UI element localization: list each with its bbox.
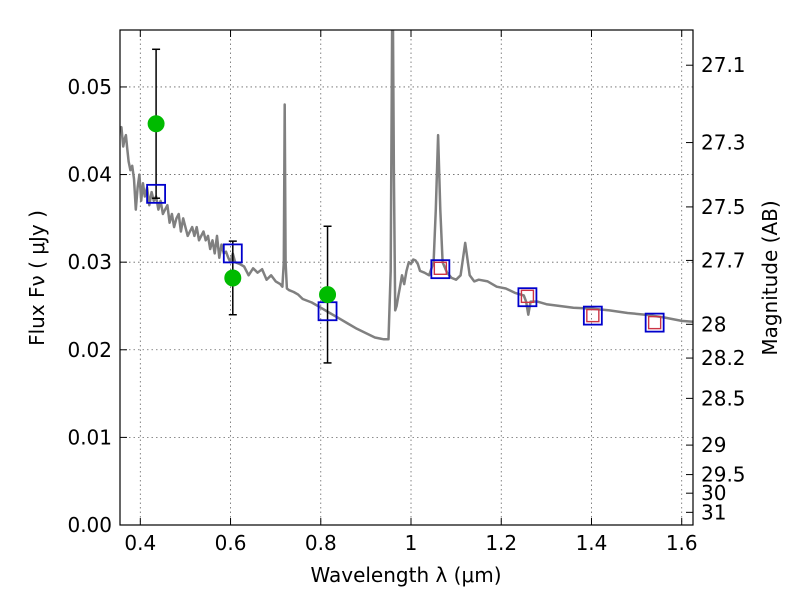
x-tick-label: 1.6 xyxy=(666,531,698,555)
y-tick-label: 0.02 xyxy=(67,338,112,362)
axes: 0.4 0.6 0.8 1 1.2 1.4 1.6 0.00 0.01 0.02 0.03 0.04 0… xyxy=(67,29,746,555)
red-photometry-square xyxy=(520,289,535,304)
mag-tick-label: 27.5 xyxy=(701,195,746,219)
x-tick-label: 0.8 xyxy=(305,531,337,555)
red-photometry-square xyxy=(586,308,600,323)
mag-tick-label: 27.3 xyxy=(701,131,746,155)
observed-flux-point xyxy=(147,115,165,133)
y-tick-label: 0.00 xyxy=(67,513,112,537)
y-axis-label: Flux Fν ( μJy ) xyxy=(25,210,49,346)
plot-frame xyxy=(119,29,694,526)
red-photometry-square xyxy=(433,261,448,276)
y-tick-label: 0.04 xyxy=(67,163,112,187)
mag-tick-label: 27.7 xyxy=(701,248,746,272)
mag-tick-label: 28.5 xyxy=(701,386,746,410)
y2-axis-label: Magnitude (AB) xyxy=(758,200,782,355)
red-photometry-square xyxy=(647,315,662,330)
x-tick-label: 0.6 xyxy=(215,531,247,555)
x-tick-label: 1 xyxy=(405,531,418,555)
model-photometry-square xyxy=(146,183,166,204)
observed-flux-point xyxy=(319,286,337,304)
model-photometry-square xyxy=(517,287,538,308)
mag-tick-label: 28 xyxy=(701,312,726,336)
mag-tick-label: 30 xyxy=(701,481,726,505)
y-tick-label: 0.03 xyxy=(67,250,112,274)
x-tick-label: 1.4 xyxy=(576,531,608,555)
x-tick-label: 0.4 xyxy=(124,531,156,555)
model-spectrum-line xyxy=(120,30,693,341)
observed-flux-point xyxy=(224,269,242,287)
model-photometry-square xyxy=(430,259,451,280)
plot-area xyxy=(120,30,693,364)
y-tick-label: 0.05 xyxy=(67,75,112,99)
axis-labels: Wavelength λ (μm) Flux Fν ( μJy ) Magnit… xyxy=(25,200,782,587)
x-axis-label: Wavelength λ (μm) xyxy=(310,563,501,587)
x-tick-label: 1.2 xyxy=(485,531,517,555)
y-tick-label: 0.01 xyxy=(67,425,112,449)
mag-tick-label: 29.5 xyxy=(701,463,746,487)
mag-tick-label: 31 xyxy=(701,500,726,524)
mag-tick-label: 28.2 xyxy=(701,346,746,370)
model-photometry-square xyxy=(222,243,243,264)
mag-tick-label: 29 xyxy=(701,433,726,457)
mag-tick-label: 27.1 xyxy=(701,53,746,77)
model-photometry-square xyxy=(644,312,665,333)
model-photometry-square xyxy=(582,305,603,326)
